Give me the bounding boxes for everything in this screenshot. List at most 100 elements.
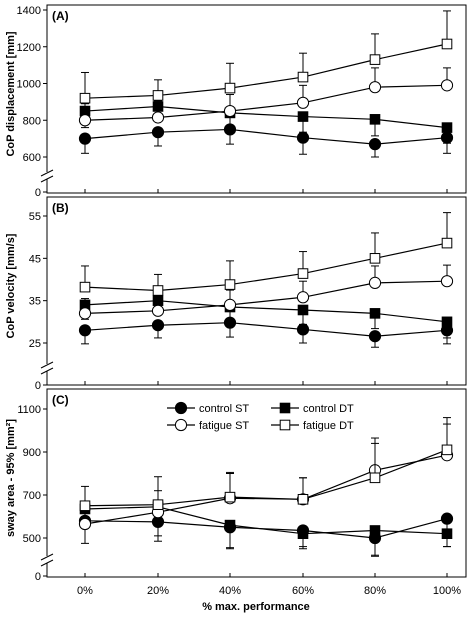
data-point [79, 500, 91, 512]
series-line [84, 280, 448, 314]
y-axis-label: sway area - 95% [mm²] [5, 419, 17, 537]
legend-label: fatigue ST [199, 420, 249, 432]
series-fatigue-dt [79, 212, 453, 296]
data-point [224, 279, 236, 290]
legend-marker [279, 419, 291, 431]
data-point [296, 323, 310, 336]
y-tick-label: 55 [29, 211, 41, 223]
axis-break-mark [40, 175, 54, 183]
data-point [441, 528, 453, 540]
data-point [224, 491, 236, 503]
y-tick-label: 500 [23, 533, 41, 545]
data-point [369, 54, 381, 65]
data-point [151, 111, 165, 124]
data-point [151, 126, 165, 139]
data-point [441, 444, 453, 456]
y-tick-label: 1400 [17, 5, 41, 17]
series-line [84, 242, 448, 292]
data-point [296, 291, 310, 304]
series-line [84, 128, 448, 145]
data-point [152, 499, 164, 510]
data-point [224, 519, 236, 531]
data-point [296, 131, 310, 144]
series-control-st [78, 512, 454, 557]
y-tick-label: 35 [29, 296, 41, 308]
data-point [78, 307, 92, 320]
data-point [441, 237, 453, 249]
data-point [223, 298, 237, 311]
data-point [296, 96, 310, 109]
data-point [440, 275, 454, 288]
axis-break-mark [40, 361, 54, 369]
data-point [440, 79, 454, 92]
legend-marker [279, 402, 291, 414]
data-point [369, 308, 381, 319]
data-point [441, 316, 453, 328]
series-line [84, 105, 448, 129]
panel-2: 0 25 35 45 55 (B) CoP velocity [mm/s] [5, 196, 467, 392]
y-tick-label: 1000 [17, 79, 41, 91]
data-point [369, 472, 381, 484]
axis-break-mark [40, 367, 54, 375]
y-tick-label: 1100 [17, 404, 41, 416]
legend-item: control DT [271, 402, 354, 415]
data-point [440, 512, 454, 525]
data-point [441, 122, 453, 133]
series-line [84, 518, 448, 539]
data-point [297, 71, 309, 83]
y-tick-label: 800 [23, 115, 41, 127]
data-point [79, 281, 91, 293]
data-point [441, 38, 453, 50]
series-line [84, 506, 448, 535]
series-fatigue-st [78, 423, 454, 531]
panel-label: (C) [52, 393, 69, 407]
y-tick-label: 0 [35, 380, 41, 392]
data-point [151, 304, 165, 317]
legend-label: fatigue DT [303, 420, 354, 432]
series-control-dt [79, 295, 453, 339]
data-point [152, 285, 164, 296]
y-tick-label: 0 [35, 187, 41, 199]
data-point [224, 82, 236, 94]
legend-label: control DT [303, 403, 354, 415]
series-fatigue-st [78, 264, 454, 320]
data-point [223, 104, 237, 118]
y-tick-label: 25 [29, 338, 41, 350]
y-tick-label: 1200 [17, 42, 41, 54]
axis-break-gap [44, 364, 50, 371]
series-control-dt [79, 101, 453, 144]
panel-3: 0 500 700 900 1100 (C) sway area - 95% [mm²] 0%… [5, 388, 467, 597]
legend-item: control ST [167, 401, 249, 415]
x-tick-label: 80% [364, 585, 386, 597]
data-point [369, 114, 381, 125]
series-line [84, 43, 448, 99]
data-point [368, 276, 382, 289]
axis-break-mark [40, 169, 54, 177]
axis-break-gap [44, 556, 50, 563]
x-tick-label: 0% [77, 585, 93, 597]
data-point [151, 319, 165, 332]
series-control-st [78, 316, 454, 348]
series-control-st [78, 123, 454, 158]
data-point [78, 114, 92, 127]
y-tick-label: 45 [29, 253, 41, 265]
y-axis-label: CoP displacement [mm] [5, 31, 17, 156]
data-point [297, 494, 309, 505]
data-point [369, 525, 381, 536]
series-line [84, 322, 448, 337]
legend-item: fatigue DT [271, 419, 354, 432]
plot-frame [46, 4, 467, 194]
data-point [78, 517, 92, 531]
panel-label: (A) [52, 9, 69, 23]
series-line [84, 300, 448, 323]
legend-marker [174, 401, 188, 415]
series-line [84, 449, 448, 507]
y-tick-label: 0 [35, 571, 41, 583]
plot-frame [46, 388, 467, 578]
series-fatigue-dt [79, 417, 453, 512]
series-fatigue-st [78, 67, 454, 127]
series-line [84, 84, 448, 121]
legend-label: control ST [199, 403, 249, 415]
